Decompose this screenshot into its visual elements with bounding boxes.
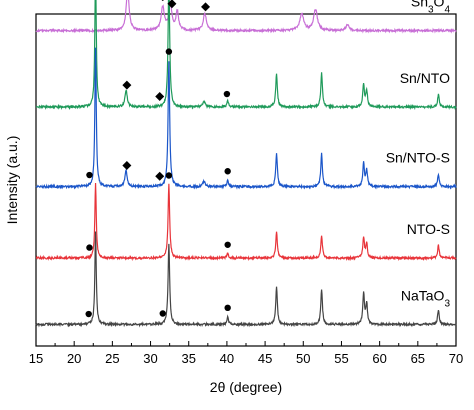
x-tick-label: 15 — [29, 351, 43, 366]
phase-marker-diamond — [155, 92, 165, 102]
phase-marker-circle — [85, 310, 92, 318]
series-line — [35, 231, 457, 328]
x-tick-label: 30 — [143, 351, 157, 366]
phase-marker-circle — [224, 241, 231, 248]
x-tick-label: 55 — [334, 351, 348, 366]
series-line — [35, 0, 457, 111]
x-tick-label: 40 — [220, 351, 234, 366]
phase-marker-diamond — [167, 0, 177, 9]
x-tick-label: 70 — [449, 351, 463, 366]
phase-marker-circle — [165, 172, 173, 179]
series-label: NTO-S — [407, 221, 450, 237]
x-tick-label: 25 — [105, 351, 119, 366]
y-axis-title: Intensity (a.u.) — [4, 136, 20, 225]
x-tick-label: 45 — [258, 351, 272, 366]
x-tick-label: 35 — [181, 351, 195, 366]
x-axis-title: 2θ (degree) — [210, 379, 282, 395]
x-tick-label: 60 — [372, 351, 386, 366]
series-line — [35, 182, 457, 262]
phase-marker-diamond — [122, 160, 132, 170]
phase-marker-diamond — [155, 171, 165, 181]
phase-marker-circle — [86, 171, 93, 179]
phase-marker-circle — [165, 48, 173, 55]
x-tick-label: 65 — [411, 351, 425, 366]
phase-marker-diamond — [122, 80, 132, 90]
x-tick-label: 20 — [67, 351, 81, 366]
marker-layer — [85, 0, 231, 318]
series-label-layer: Sn3O4 Sn/NTO Sn/NTO-S NTO-S NaTaO3 — [386, 0, 451, 309]
phase-marker-circle — [86, 244, 93, 251]
series-label: Sn/NTO-S — [386, 150, 450, 166]
series-label: Sn3O4 — [411, 0, 451, 15]
series-line — [35, 47, 457, 190]
tick-layer: 15 20 25 30 35 40 45 50 55 60 65 70 — [29, 341, 463, 366]
series-label: NaTaO3 — [401, 287, 451, 309]
x-tick-label: 50 — [296, 351, 310, 366]
series-line — [35, 0, 457, 34]
phase-marker-circle — [159, 310, 166, 317]
phase-marker-circle — [224, 168, 231, 175]
phase-marker-diamond — [161, 0, 164, 2]
phase-marker-circle — [223, 90, 231, 98]
phase-marker-diamond — [201, 2, 211, 12]
series-label: Sn/NTO — [400, 70, 450, 86]
phase-marker-circle — [224, 304, 231, 312]
series-layer — [35, 0, 457, 328]
